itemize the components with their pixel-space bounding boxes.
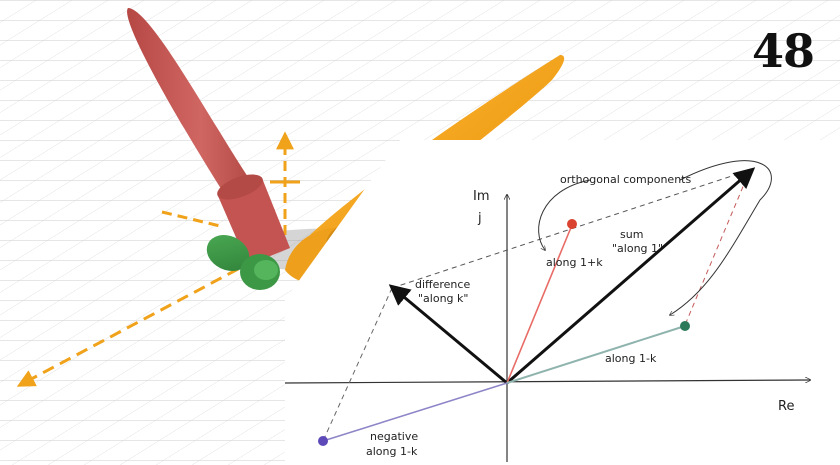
difference-sub-label: "along k" xyxy=(418,292,468,305)
negative-label: negative xyxy=(370,430,418,443)
re-axis xyxy=(284,380,810,384)
orthogonal-pointer xyxy=(538,179,591,250)
im-axis-label: Im xyxy=(473,189,490,204)
re-axis-label: Re xyxy=(778,399,794,414)
left-axis xyxy=(16,258,256,387)
j-axis-label: j xyxy=(477,211,482,226)
difference-label: difference xyxy=(415,278,470,291)
difference-vector xyxy=(388,284,508,385)
negative-vector xyxy=(322,382,508,442)
along-1-plus-k-label: along 1+k xyxy=(546,256,603,269)
along-1-minus-k-label: along 1-k xyxy=(605,352,657,365)
orthogonal-components-label: orthogonal components xyxy=(560,173,691,186)
difference-dashed-line xyxy=(322,287,393,442)
sum-loop-pointer xyxy=(670,160,772,315)
complex-plane-sketch: Im j Re orthogonal components sum "along… xyxy=(284,160,810,462)
point-along-1-minus-k xyxy=(680,321,690,331)
sum-sub-label: "along 1" xyxy=(612,242,663,255)
point-along-1-plus-k xyxy=(567,219,577,229)
point-negative xyxy=(318,436,328,446)
negative-sub-label: along 1-k xyxy=(366,445,418,458)
along-1-plus-k-vector xyxy=(506,224,573,384)
sum-vector xyxy=(506,167,756,385)
green-lobe xyxy=(206,235,280,290)
sum-dashed-line xyxy=(684,169,751,326)
left-upper-axis xyxy=(161,210,221,228)
red-lobe xyxy=(127,8,290,265)
page-number: 48 xyxy=(751,24,815,78)
sum-label: sum xyxy=(620,228,643,241)
along-1-minus-k-vector xyxy=(506,325,686,384)
sketch-panel xyxy=(285,140,840,465)
